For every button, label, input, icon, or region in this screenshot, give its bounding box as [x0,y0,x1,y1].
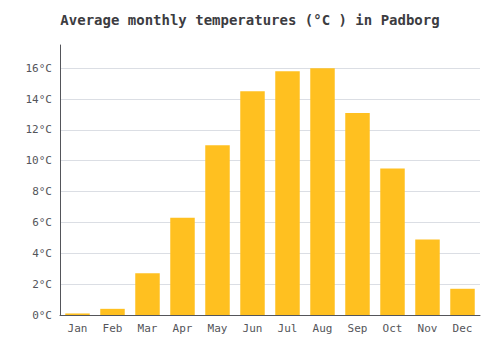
svg-text:8°C: 8°C [32,185,52,198]
svg-text:14°C: 14°C [26,93,53,106]
svg-text:Nov: Nov [418,322,438,335]
svg-text:2°C: 2°C [32,278,52,291]
svg-text:Dec: Dec [453,322,473,335]
svg-text:Sep: Sep [348,322,368,335]
svg-text:May: May [208,322,228,335]
svg-text:Apr: Apr [173,322,193,335]
svg-text:12°C: 12°C [26,123,53,136]
svg-text:Mar: Mar [138,322,158,335]
svg-text:16°C: 16°C [26,62,53,75]
svg-text:Feb: Feb [103,322,123,335]
svg-text:Jan: Jan [68,322,88,335]
svg-text:Jun: Jun [243,322,263,335]
svg-text:10°C: 10°C [26,154,53,167]
svg-text:Jul: Jul [278,322,298,335]
svg-text:Average monthly temperatures (: Average monthly temperatures (°C ) in Pa… [60,12,439,28]
svg-text:Aug: Aug [313,322,333,335]
svg-text:0°C: 0°C [32,309,52,322]
svg-text:4°C: 4°C [32,247,52,260]
svg-text:Oct: Oct [383,322,403,335]
svg-text:6°C: 6°C [32,216,52,229]
